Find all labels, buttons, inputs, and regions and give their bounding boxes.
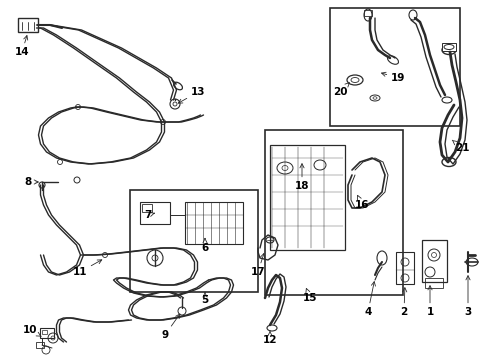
Bar (442, 43, 456, 51)
Text: 2: 2 (400, 288, 408, 317)
Bar (18, 18, 38, 32)
Text: 16: 16 (355, 195, 369, 210)
Bar (330, 8, 460, 126)
Bar (40, 328, 54, 338)
Bar (364, 10, 372, 16)
Circle shape (161, 120, 166, 125)
Bar (185, 202, 243, 244)
Text: 17: 17 (251, 253, 265, 277)
Bar (142, 204, 152, 212)
Bar (130, 190, 258, 292)
Text: 8: 8 (24, 177, 38, 187)
Bar (140, 202, 170, 224)
Text: 6: 6 (201, 239, 209, 253)
Text: 14: 14 (15, 36, 29, 57)
Bar (425, 278, 443, 288)
Circle shape (75, 104, 80, 109)
Text: 19: 19 (382, 72, 405, 83)
Text: 1: 1 (426, 286, 434, 317)
Bar (422, 240, 447, 282)
Text: 12: 12 (263, 331, 277, 345)
Circle shape (57, 159, 63, 165)
Bar (396, 252, 414, 284)
Text: 3: 3 (465, 276, 471, 317)
Text: 9: 9 (161, 314, 180, 340)
Text: 21: 21 (452, 140, 469, 153)
Text: 18: 18 (295, 164, 309, 191)
Text: 4: 4 (364, 282, 375, 317)
Bar (270, 145, 345, 250)
Text: 20: 20 (333, 83, 349, 97)
Bar (42, 330, 47, 334)
Text: 15: 15 (303, 288, 317, 303)
Text: 10: 10 (23, 325, 41, 337)
Bar (36, 342, 44, 348)
Text: 7: 7 (145, 210, 154, 220)
Text: 5: 5 (201, 292, 209, 305)
Text: 11: 11 (73, 260, 102, 277)
Bar (265, 130, 403, 295)
Circle shape (102, 252, 107, 257)
Text: 13: 13 (178, 87, 205, 103)
